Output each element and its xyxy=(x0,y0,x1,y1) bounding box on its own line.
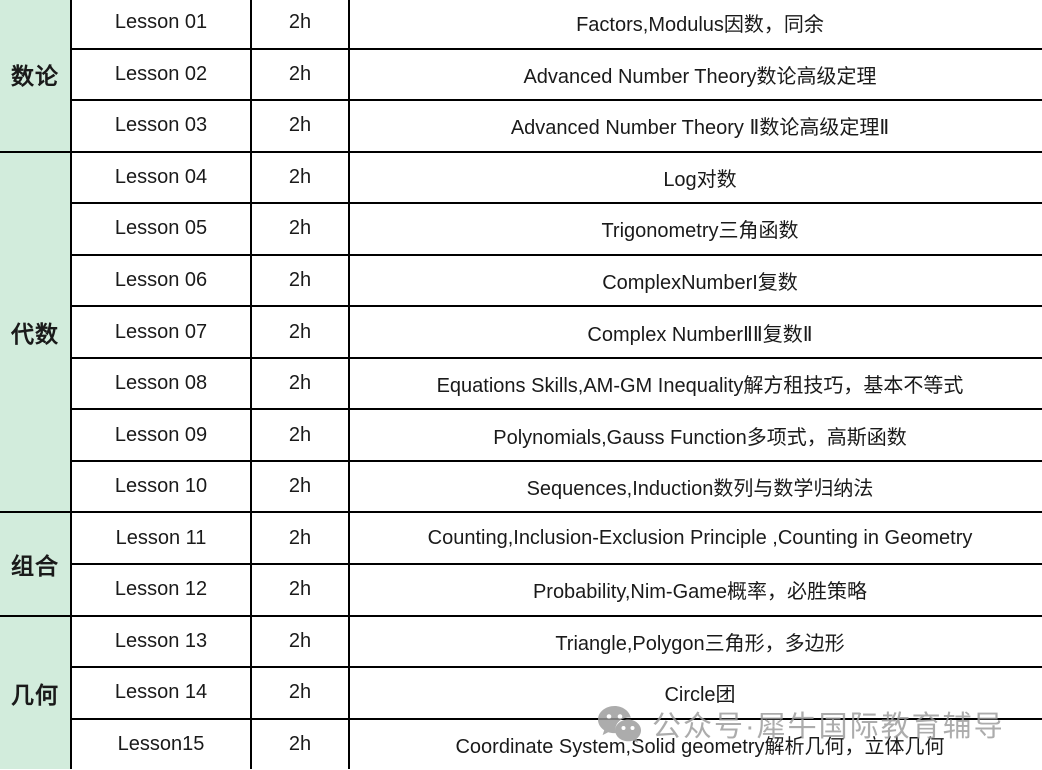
lesson-cell: Lesson 10 xyxy=(72,461,250,512)
lesson-cell: Lesson 02 xyxy=(72,49,250,100)
topic-cell: Sequences,Induction数列与数学归纳法 xyxy=(350,461,1042,512)
duration-cell: 2h xyxy=(252,616,348,667)
topic-cell: Complex NumberⅡⅡ复数Ⅱ xyxy=(350,307,1042,357)
topic-cell: Trigonometry三角函数 xyxy=(350,204,1042,254)
lesson-cell: Lesson 01 xyxy=(72,0,250,48)
duration-cell: 2h xyxy=(252,204,348,254)
duration-cell: 2h xyxy=(252,668,348,718)
duration-cell: 2h xyxy=(252,152,348,203)
lesson-cell: Lesson 04 xyxy=(72,152,250,203)
duration-cell: 2h xyxy=(252,307,348,357)
category-cell-1: 数论 xyxy=(0,0,70,151)
lesson-cell: Lesson 11 xyxy=(72,513,250,564)
duration-cell: 2h xyxy=(252,49,348,100)
topic-cell: Circle团 xyxy=(350,668,1042,718)
duration-cell: 2h xyxy=(252,513,348,564)
lesson-cell: Lesson 06 xyxy=(72,255,250,306)
duration-cell: 2h xyxy=(252,101,348,151)
topic-cell: Counting,Inclusion-Exclusion Principle ,… xyxy=(350,513,1042,564)
topic-cell: Factors,Modulus因数，同余 xyxy=(350,0,1042,48)
lesson-cell: Lesson 07 xyxy=(72,307,250,357)
topic-cell: Probability,Nim-Game概率，必胜策略 xyxy=(350,565,1042,615)
topic-cell: Log对数 xyxy=(350,152,1042,203)
duration-cell: 2h xyxy=(252,410,348,460)
duration-cell: 2h xyxy=(252,255,348,306)
lesson-cell: Lesson 09 xyxy=(72,410,250,460)
topic-cell: Polynomials,Gauss Function多项式，高斯函数 xyxy=(350,410,1042,460)
lesson-cell: Lesson 13 xyxy=(72,616,250,667)
lesson-cell: Lesson 05 xyxy=(72,204,250,254)
topic-cell: Advanced Number Theory Ⅱ数论高级定理Ⅱ xyxy=(350,101,1042,151)
duration-cell: 2h xyxy=(252,358,348,409)
category-cell-2: 代数 xyxy=(0,152,70,512)
topic-cell: Equations Skills,AM-GM Inequality解方租技巧，基… xyxy=(350,358,1042,409)
lesson-cell: Lesson15 xyxy=(72,719,250,770)
topic-cell: Advanced Number Theory数论高级定理 xyxy=(350,49,1042,100)
category-cell-4: 几何 xyxy=(0,616,70,770)
duration-cell: 2h xyxy=(252,0,348,48)
lesson-cell: Lesson 08 xyxy=(72,358,250,409)
category-cell-3: 组合 xyxy=(0,513,70,615)
topic-cell: Triangle,Polygon三角形，多边形 xyxy=(350,616,1042,667)
topic-cell: Coordinate System,Solid geometry解析几何，立体几… xyxy=(350,719,1042,770)
topic-cell: ComplexNumberI复数 xyxy=(350,255,1042,306)
duration-cell: 2h xyxy=(252,719,348,770)
duration-cell: 2h xyxy=(252,461,348,512)
lesson-cell: Lesson 14 xyxy=(72,668,250,718)
lesson-cell: Lesson 03 xyxy=(72,101,250,151)
lesson-cell: Lesson 12 xyxy=(72,565,250,615)
duration-cell: 2h xyxy=(252,565,348,615)
